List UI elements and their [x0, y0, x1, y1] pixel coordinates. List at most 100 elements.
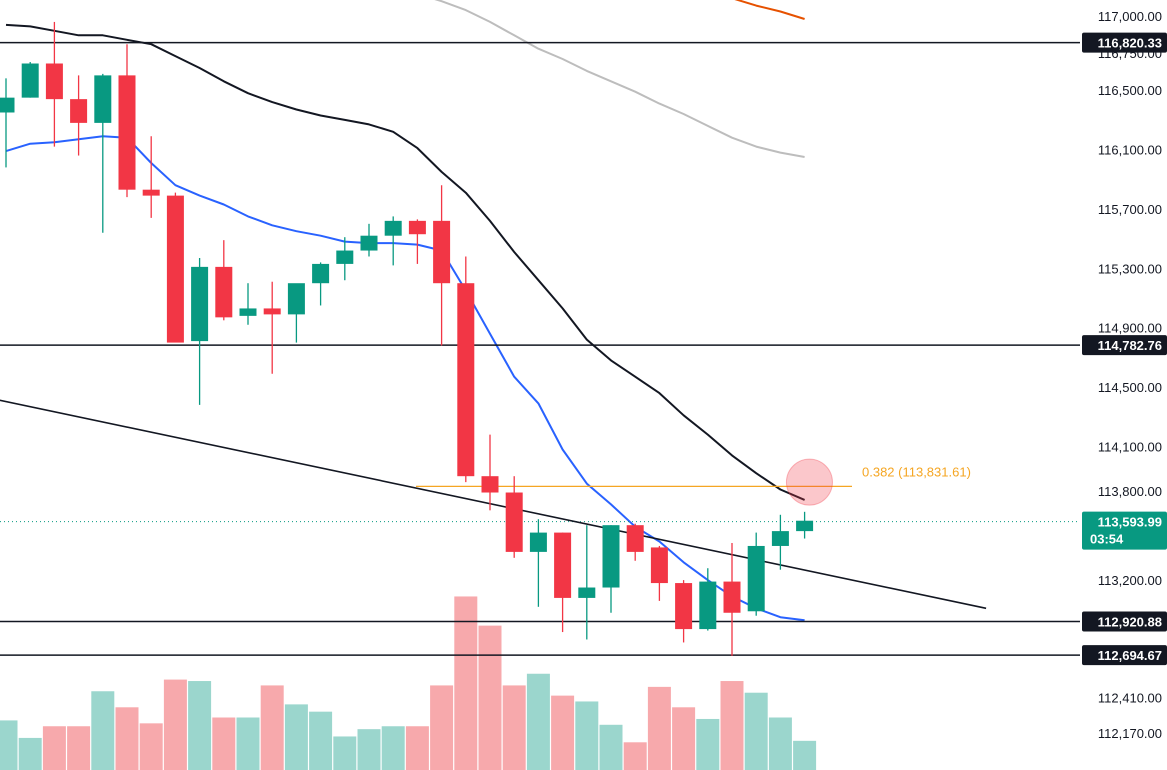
price-axis[interactable]: 117,000.00116,750.00116,500.00116,100.00… — [1098, 9, 1162, 741]
price-tick-label: 114,500.00 — [1098, 380, 1162, 395]
candle — [166, 192, 184, 343]
volume-bar — [599, 724, 623, 770]
price-tick-label: 114,100.00 — [1098, 439, 1162, 454]
candle-body — [578, 587, 596, 598]
volume-bar — [212, 717, 236, 770]
price-badges-layer: 116,820.33 114,782.76 112,920.88 112,694.67… — [1082, 32, 1167, 666]
volume-bar — [18, 737, 42, 770]
fib-level-label: 0.382 (113,831.61) — [862, 464, 971, 479]
price-tick-label: 113,800.00 — [1098, 484, 1162, 499]
candle — [0, 78, 15, 168]
level-badge-label: 116,820.33 — [1098, 36, 1162, 51]
candle-body — [408, 220, 426, 235]
candle-body — [215, 266, 233, 318]
price-tick-label: 116,500.00 — [1098, 83, 1162, 98]
volume-layer — [0, 596, 817, 770]
price-tick-label: 114,900.00 — [1098, 321, 1162, 336]
volume-bar — [647, 686, 671, 770]
candle-body — [433, 220, 451, 284]
candle-body — [45, 63, 63, 100]
volume-bar — [575, 701, 599, 770]
candle-body — [626, 525, 644, 552]
candle-body — [239, 308, 257, 316]
candle — [45, 21, 63, 147]
moving-average-line — [434, 0, 805, 158]
volume-bar — [405, 726, 429, 770]
volume-bar — [188, 681, 212, 770]
candles-layer — [0, 21, 814, 656]
horizontal-levels-layer — [0, 41, 1080, 656]
candle — [312, 262, 330, 306]
price-tick-label: 112,170.00 — [1098, 726, 1162, 741]
candle-body — [360, 235, 378, 251]
level-price-badge: 116,820.33 — [1082, 32, 1167, 53]
candle — [650, 545, 668, 601]
candle — [142, 136, 160, 218]
candle — [360, 223, 378, 257]
candle-body — [312, 263, 330, 284]
volume-bar — [309, 711, 333, 770]
candle-body — [602, 525, 620, 588]
candle-body — [675, 583, 693, 630]
candle-body — [747, 545, 765, 612]
candle — [626, 523, 644, 561]
candle-countdown-label: 03:54 — [1090, 532, 1124, 547]
volume-bar — [42, 726, 66, 770]
candle — [408, 219, 426, 264]
candle-body — [70, 99, 88, 123]
fib-level-layer: 0.382 (113,831.61) — [416, 464, 971, 487]
candle-body — [723, 581, 741, 613]
candle — [747, 532, 765, 616]
price-tick-label: 116,100.00 — [1098, 143, 1162, 158]
candle — [336, 237, 354, 281]
volume-bar — [357, 729, 381, 770]
candle — [699, 568, 717, 631]
volume-bar — [67, 726, 91, 770]
volume-bar — [0, 720, 18, 770]
candle — [433, 185, 451, 346]
candle-body — [505, 492, 523, 552]
candle-body — [287, 283, 305, 315]
level-badge-background — [1082, 335, 1167, 356]
volume-bar — [526, 673, 550, 770]
volume-bar — [163, 679, 187, 770]
moving-average-line — [5, 135, 805, 622]
volume-bar — [502, 685, 526, 770]
moving-average-line — [734, 0, 805, 20]
candle — [215, 240, 233, 321]
level-price-badge: 114,782.76 — [1082, 335, 1167, 356]
price-tick-label: 115,300.00 — [1098, 261, 1162, 276]
candle — [602, 525, 620, 613]
candle — [191, 257, 209, 405]
volume-bar — [793, 740, 817, 770]
level-badge-label: 112,920.88 — [1098, 615, 1162, 630]
volume-bar — [478, 625, 502, 770]
volume-bar — [284, 704, 308, 770]
candle-body — [142, 189, 160, 196]
candle-body — [384, 220, 402, 236]
candle — [675, 580, 693, 643]
candle-body — [650, 547, 668, 584]
candle-body — [94, 75, 112, 123]
volume-bar — [139, 723, 163, 770]
volume-bar — [381, 726, 405, 770]
candle — [723, 542, 741, 656]
candle — [554, 532, 572, 633]
volume-bar — [768, 717, 792, 770]
volume-bar — [672, 707, 696, 770]
price-tick-label: 112,410.00 — [1098, 690, 1162, 705]
candle-body — [554, 532, 572, 598]
candle — [796, 511, 814, 539]
trendline-layer — [0, 399, 987, 610]
candle — [239, 283, 257, 325]
candle — [578, 525, 596, 640]
price-tick-label: 113,200.00 — [1098, 573, 1162, 588]
level-badge-label: 112,694.67 — [1098, 648, 1162, 663]
candle-body — [796, 520, 814, 532]
candle-body — [118, 75, 136, 190]
trendline — [0, 399, 987, 610]
candle — [287, 283, 305, 343]
candle — [70, 75, 88, 156]
